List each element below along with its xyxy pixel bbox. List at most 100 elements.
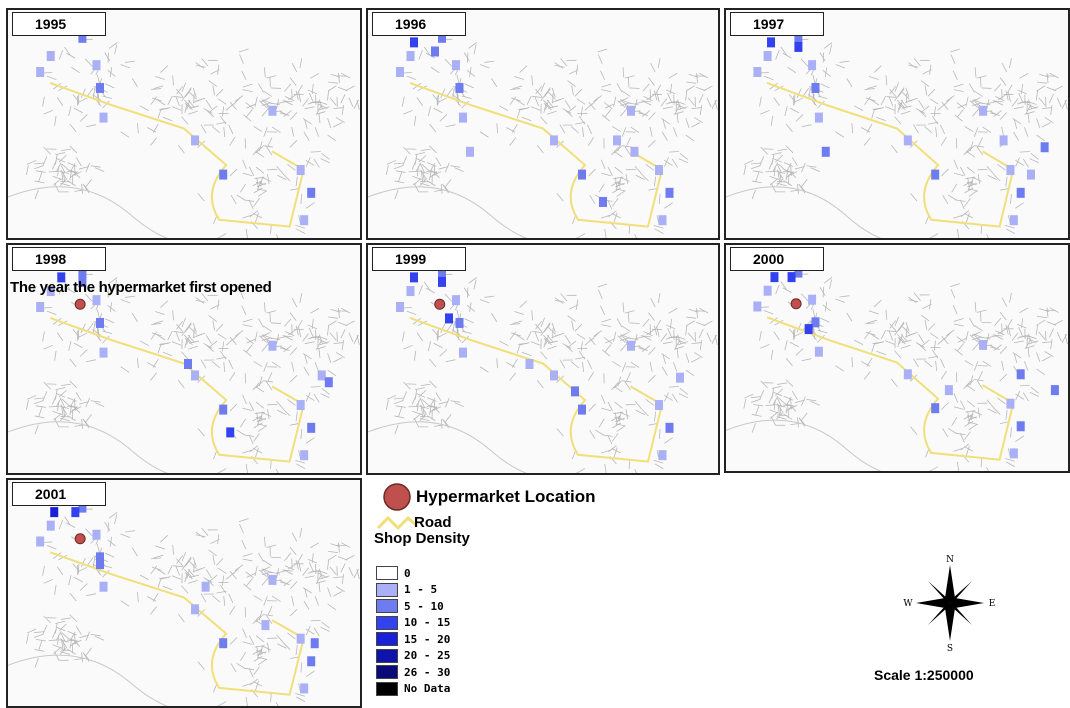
density-cell xyxy=(300,683,309,694)
map-panel-1996: 1996 xyxy=(366,8,720,240)
legend-class-swatch xyxy=(376,615,398,630)
density-cell xyxy=(550,135,558,146)
density-cell xyxy=(676,372,684,383)
density-cell xyxy=(811,317,820,328)
density-cell xyxy=(903,369,912,380)
density-cell xyxy=(268,574,277,585)
road-line xyxy=(49,551,305,696)
density-cell xyxy=(219,404,228,415)
legend-class-row: 20 - 25 xyxy=(376,648,450,663)
density-cell xyxy=(811,82,820,93)
density-cell xyxy=(99,347,108,358)
density-cell xyxy=(767,37,776,48)
density-cell xyxy=(814,112,823,123)
density-cell xyxy=(466,146,474,157)
density-cell xyxy=(219,638,228,649)
legend-hypermarket: Hypermarket Location xyxy=(380,482,596,512)
density-cell xyxy=(438,32,446,43)
density-cell xyxy=(794,32,803,43)
density-cell xyxy=(452,295,460,306)
density-cell xyxy=(525,359,534,369)
density-cell xyxy=(36,536,45,547)
density-cell xyxy=(655,400,663,411)
density-cell xyxy=(814,346,823,357)
compass-s-label: S xyxy=(947,644,953,653)
legend-class-swatch xyxy=(376,681,398,696)
legend-road-label: Road xyxy=(414,514,452,531)
density-cell xyxy=(944,385,953,396)
legend-class-label: 5 - 10 xyxy=(404,599,444,613)
year-label: 1997 xyxy=(730,12,824,36)
hypermarket-marker xyxy=(74,533,86,545)
density-cell xyxy=(665,187,674,198)
density-cell xyxy=(1040,142,1049,153)
density-cell xyxy=(1016,187,1025,198)
density-cell xyxy=(92,529,101,540)
density-cell xyxy=(268,340,277,351)
map-panel-1998: 1998 The year the hypermarket first open… xyxy=(6,243,362,475)
compass-w-label: W xyxy=(903,599,913,609)
legend-class-label: No Data xyxy=(404,682,451,695)
density-cell xyxy=(459,112,467,123)
hypermarket-marker xyxy=(434,298,446,310)
legend-class-swatch xyxy=(376,665,398,679)
legend-class-row: 15 - 20 xyxy=(376,632,450,646)
density-cell xyxy=(438,267,446,278)
density-cell xyxy=(455,317,464,328)
density-cell xyxy=(794,41,803,52)
density-cell xyxy=(655,165,663,176)
legend-class-swatch xyxy=(376,599,398,613)
density-cell xyxy=(324,377,333,388)
density-cell xyxy=(763,285,772,296)
base-map xyxy=(726,32,1068,238)
hypermarket-marker xyxy=(790,298,802,310)
density-cell xyxy=(219,169,228,180)
density-cell xyxy=(1006,165,1015,176)
density-cell xyxy=(1016,421,1025,432)
density-cell xyxy=(307,187,316,198)
base-map xyxy=(726,267,1068,471)
density-cell xyxy=(550,370,558,381)
map-panel-2000: 2000 xyxy=(724,243,1070,473)
legend-class-row: 5 - 10 xyxy=(376,599,444,613)
density-cell xyxy=(96,317,104,328)
road-line xyxy=(49,317,305,463)
compass-n-label: N xyxy=(946,555,954,565)
density-cell xyxy=(296,400,305,411)
hypermarket-marker xyxy=(74,298,86,310)
legend-class-label: 10 - 15 xyxy=(404,616,451,629)
density-cell xyxy=(627,105,635,116)
density-cell xyxy=(1016,369,1025,380)
road-line xyxy=(49,82,305,228)
density-cell xyxy=(665,422,674,433)
density-cell xyxy=(46,520,55,531)
density-cell xyxy=(931,169,940,180)
density-cell xyxy=(794,267,803,278)
annotation-text: The year the hypermarket first opened xyxy=(10,279,272,296)
year-label: 1998 xyxy=(12,247,106,271)
density-cell xyxy=(787,272,796,283)
density-title: Shop Density xyxy=(374,530,470,547)
density-cell xyxy=(78,502,87,513)
density-cell xyxy=(50,507,59,518)
density-cell xyxy=(903,135,912,146)
density-cell xyxy=(191,135,200,146)
density-cell xyxy=(300,450,309,461)
density-cell xyxy=(78,267,87,278)
density-cell xyxy=(1006,398,1015,409)
density-cell xyxy=(753,67,762,77)
density-cell xyxy=(99,581,108,592)
base-map xyxy=(8,32,360,238)
density-cell xyxy=(455,82,464,93)
road-line xyxy=(766,82,1015,228)
density-cell xyxy=(78,276,87,287)
base-map xyxy=(368,267,718,473)
density-cell xyxy=(658,215,667,226)
road-line-icon xyxy=(376,515,416,530)
density-cell xyxy=(226,427,235,438)
road-line xyxy=(409,82,664,228)
map-panel-1997: 1997 xyxy=(724,8,1070,240)
road-line xyxy=(766,316,1015,461)
density-cell xyxy=(1009,215,1018,226)
density-cell xyxy=(459,347,467,358)
